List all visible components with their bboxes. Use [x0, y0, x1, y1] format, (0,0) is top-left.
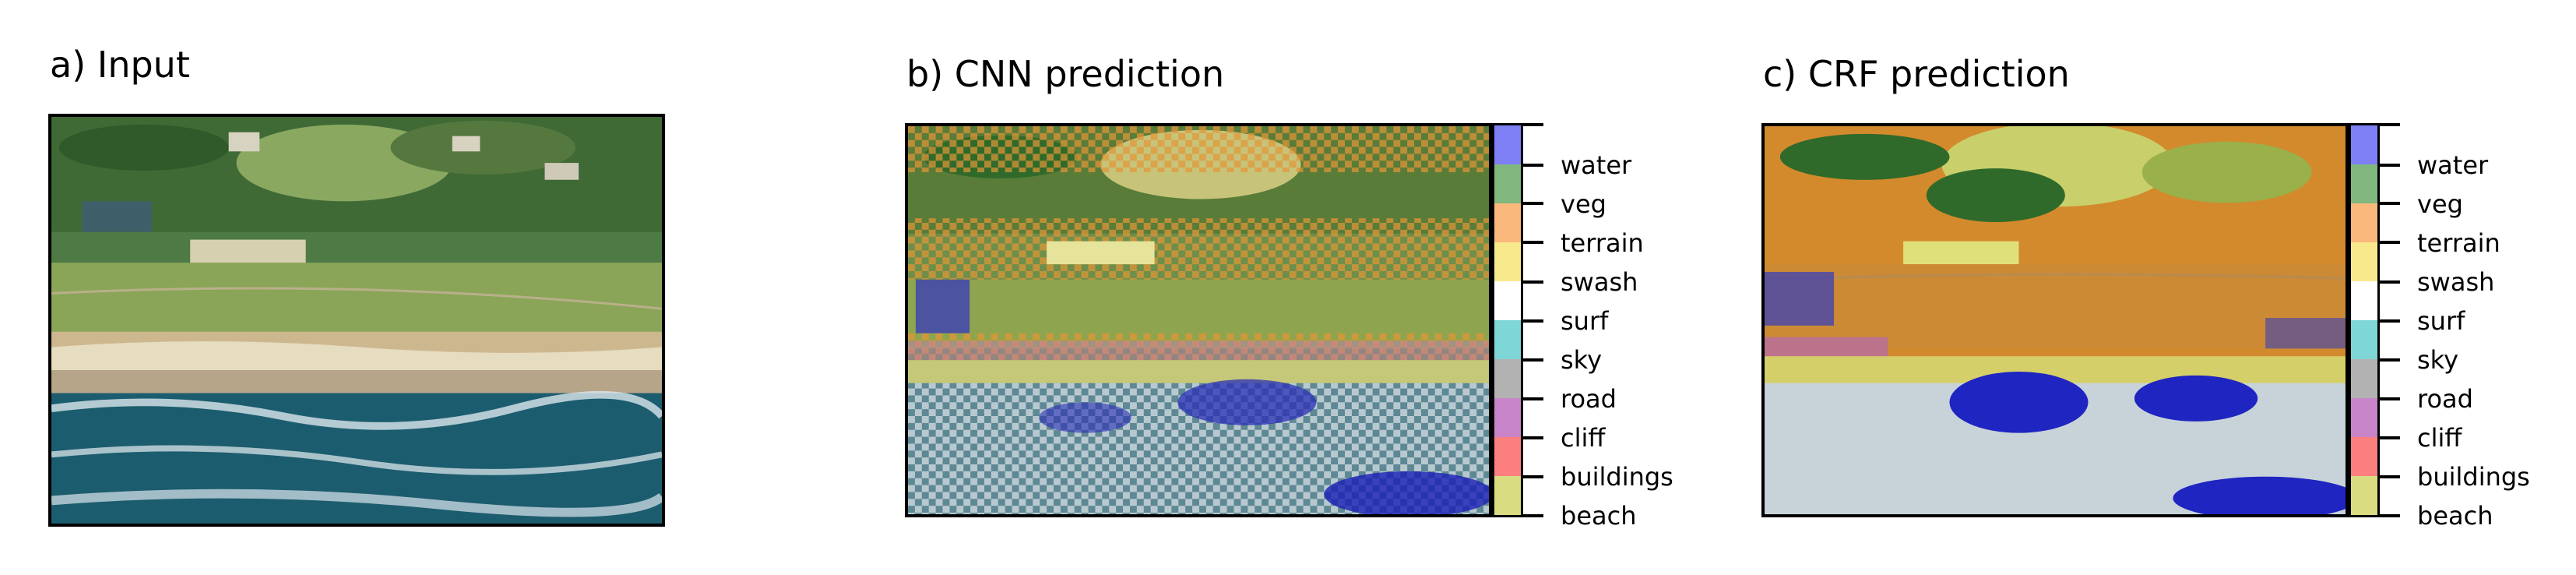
colorbar-tick: [2380, 514, 2400, 517]
colorbar-label-veg: veg: [2417, 189, 2463, 219]
colorbar-tick: [2380, 241, 2400, 244]
colorbar-swatch-road: [2351, 359, 2377, 398]
colorbar-label-water: water: [2417, 150, 2489, 180]
colorbar-label-swash: swash: [2417, 267, 2495, 297]
colorbar-swatch-terrain: [2351, 203, 2377, 242]
colorbar-swatch-surf: [2351, 281, 2377, 320]
panel-a-title: a) Input: [50, 44, 190, 86]
colorbar-swatch-cliff: [1494, 398, 1521, 437]
colorbar-swatch-beach: [2351, 476, 2377, 515]
colorbar-label-buildings: buildings: [2417, 462, 2530, 492]
panel-c-title: c) CRF prediction: [1763, 53, 2070, 95]
colorbar-label-sky: sky: [1561, 345, 1602, 375]
crf-prediction-image: [1761, 123, 2349, 517]
colorbar-tick: [2380, 280, 2400, 284]
colorbar-tick: [1523, 358, 1543, 362]
colorbar-swatch-swash: [2351, 242, 2377, 281]
colorbar-swatch-buildings: [2351, 437, 2377, 476]
colorbar-swatch-surf: [1494, 281, 1521, 320]
colorbar-label-cliff: cliff: [2417, 423, 2462, 453]
colorbar-tick: [1523, 436, 1543, 439]
colorbar-tick: [2380, 397, 2400, 400]
colorbar-label-sky: sky: [2417, 345, 2458, 375]
colorbar-tick: [2380, 319, 2400, 323]
colorbar-label-water: water: [1561, 150, 1632, 180]
colorbar-swatch-swash: [1494, 242, 1521, 281]
colorbar-label-road: road: [2417, 384, 2473, 414]
colorbar-label-terrain: terrain: [2417, 228, 2500, 258]
colorbar-tick: [1523, 397, 1543, 400]
colorbar-swatch-veg: [2351, 164, 2377, 203]
colorbar-tick: [2380, 123, 2400, 126]
colorbar-swatch-sky: [2351, 320, 2377, 359]
colorbar-label-cliff: cliff: [1561, 423, 1606, 453]
colorbar-label-buildings: buildings: [1561, 462, 1673, 492]
colorbar-swatch-water: [1494, 125, 1521, 164]
colorbar-tick: [1523, 319, 1543, 323]
colorbar-tick: [2380, 436, 2400, 439]
colorbar-tick: [1523, 164, 1543, 167]
colorbar-label-veg: veg: [1561, 189, 1606, 219]
colorbar-label-beach: beach: [1561, 501, 1637, 531]
colorbar-label-swash: swash: [1561, 267, 1638, 297]
colorbar-tick: [2380, 164, 2400, 167]
colorbar-swatch-cliff: [2351, 398, 2377, 437]
colorbar-swatch-beach: [1494, 476, 1521, 515]
colorbar-tick: [2380, 202, 2400, 205]
colorbar-tick: [2380, 358, 2400, 362]
colorbar-label-terrain: terrain: [1561, 228, 1644, 258]
input-photo: [48, 114, 665, 527]
cnn-prediction-image: [905, 123, 1492, 517]
crf-colorbar: [2349, 123, 2380, 517]
colorbar-tick: [1523, 202, 1543, 205]
colorbar-tick: [1523, 280, 1543, 284]
colorbar-tick: [1523, 475, 1543, 478]
colorbar-label-beach: beach: [2417, 501, 2493, 531]
panel-b-title: b) CNN prediction: [906, 53, 1225, 95]
colorbar-swatch-veg: [1494, 164, 1521, 203]
colorbar-tick: [1523, 241, 1543, 244]
colorbar-label-surf: surf: [2417, 306, 2465, 336]
colorbar-label-road: road: [1561, 384, 1617, 414]
colorbar-swatch-road: [1494, 359, 1521, 398]
colorbar-swatch-buildings: [1494, 437, 1521, 476]
colorbar-tick: [2380, 475, 2400, 478]
colorbar-swatch-sky: [1494, 320, 1521, 359]
colorbar-tick: [1523, 514, 1543, 517]
cnn-colorbar: [1492, 123, 1523, 517]
colorbar-label-surf: surf: [1561, 306, 1609, 336]
colorbar-swatch-terrain: [1494, 203, 1521, 242]
colorbar-swatch-water: [2351, 125, 2377, 164]
colorbar-tick: [1523, 123, 1543, 126]
